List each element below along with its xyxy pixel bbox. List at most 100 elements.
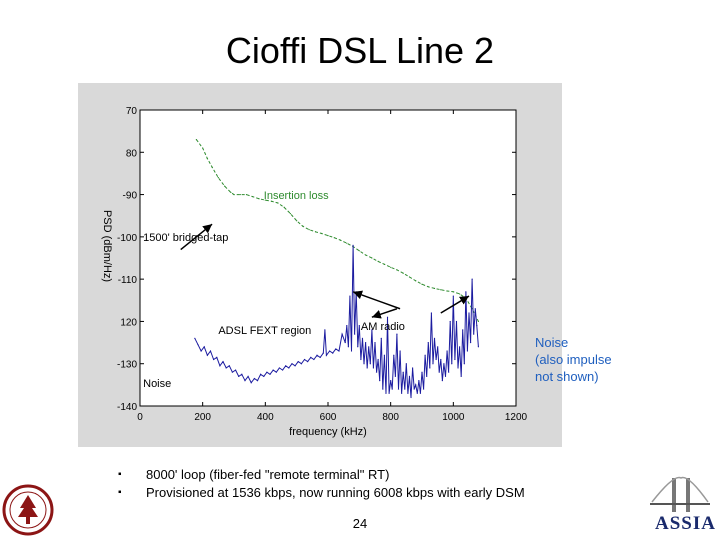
noise-point <box>272 369 274 371</box>
noise-point <box>260 373 262 375</box>
insertion-loss-point <box>211 166 213 168</box>
university-seal-logo <box>2 484 54 541</box>
insertion-loss-point <box>252 196 254 198</box>
bullet-item: ▪ 8000' loop (fiber-fed "remote terminal… <box>118 466 525 484</box>
noise-point <box>281 369 284 371</box>
noise-point <box>427 341 429 344</box>
noise-point <box>471 278 473 280</box>
noise-point <box>234 369 237 371</box>
insertion-loss-point <box>408 276 411 278</box>
noise-point <box>419 392 422 394</box>
noise-point <box>324 329 326 331</box>
insertion-loss-point <box>415 280 417 282</box>
insertion-loss-point <box>283 206 285 208</box>
noise-point <box>474 308 476 310</box>
insertion-loss-point <box>195 139 197 141</box>
noise-point <box>449 320 451 323</box>
noise-point <box>388 392 390 394</box>
noise-point <box>407 392 409 394</box>
noise-point <box>432 363 434 365</box>
noise-point <box>454 358 456 361</box>
insertion-loss-point <box>302 225 304 227</box>
noise-point <box>473 333 475 335</box>
insertion-loss-point <box>433 287 436 290</box>
noise-point <box>209 350 212 352</box>
noise-point <box>228 365 230 367</box>
assia-logo <box>650 472 710 521</box>
noise-point <box>372 367 375 369</box>
noise-point <box>379 380 381 382</box>
noise-point <box>383 354 385 356</box>
noise-point <box>360 358 362 361</box>
insertion-loss-point <box>371 257 373 259</box>
noise-point <box>408 375 411 377</box>
insertion-loss-point <box>224 185 226 187</box>
noise-point <box>435 358 437 361</box>
noise-point <box>476 325 478 327</box>
noise-point <box>399 350 401 352</box>
noise-point <box>332 352 334 354</box>
noise-point <box>422 388 425 390</box>
y-axis-label: PSD (dBm/Hz) <box>101 210 113 282</box>
insertion-loss-point <box>277 202 279 204</box>
noise-point <box>460 375 462 377</box>
insertion-loss-point <box>206 158 208 160</box>
insertion-loss-point <box>390 266 392 268</box>
noise-point <box>288 367 290 369</box>
noise-point <box>322 352 324 354</box>
noise-point <box>416 392 418 394</box>
side-note-line: Noise <box>535 335 569 350</box>
noise-point <box>443 363 445 365</box>
noise-point <box>363 363 365 365</box>
bullet-list: ▪ 8000' loop (fiber-fed "remote terminal… <box>118 466 525 502</box>
noise-line-group <box>194 244 479 399</box>
noise-point <box>394 375 396 377</box>
noise-point <box>401 392 403 394</box>
insertion-loss-point <box>440 289 442 291</box>
noise-point <box>374 341 376 344</box>
noise-point <box>415 384 417 386</box>
noise-point <box>256 380 259 382</box>
noise-point <box>386 316 389 318</box>
y-tick-label: -90 <box>123 191 138 202</box>
noise-point <box>459 346 461 348</box>
noise-point <box>241 373 243 375</box>
insertion-loss-point <box>377 260 379 262</box>
insertion-loss-point <box>258 198 260 200</box>
plot-area <box>139 109 517 407</box>
insertion-loss-point <box>358 250 360 252</box>
insertion-loss-line-group <box>195 139 479 323</box>
chart-annotation: 1500' bridged-tap <box>143 232 228 244</box>
insertion-loss-point <box>296 220 298 222</box>
bullet-item: ▪ Provisioned at 1536 kbps, now running … <box>118 484 525 502</box>
bullet-text: Provisioned at 1536 kbps, now running 60… <box>146 485 525 500</box>
noise-point <box>457 367 459 369</box>
insertion-loss-point <box>239 193 241 196</box>
noise-point <box>433 337 436 339</box>
assia-logo-text: ASSIA <box>655 513 716 534</box>
insertion-loss-point <box>383 263 385 265</box>
insertion-loss-point <box>245 193 248 196</box>
x-tick-label: 200 <box>194 412 211 423</box>
chart-annotation: ADSL FEXT region <box>218 325 311 337</box>
noise-point <box>438 371 440 373</box>
noise-point <box>377 358 379 361</box>
noise-point <box>369 363 371 365</box>
noise-point <box>366 367 368 369</box>
noise-point <box>451 363 453 365</box>
insertion-loss-point <box>314 231 317 233</box>
noise-point <box>354 333 356 335</box>
noise-point <box>410 396 412 399</box>
annotation-arrow <box>352 290 401 310</box>
noise-point <box>371 329 373 331</box>
noise-point <box>307 361 309 363</box>
noise-point <box>328 350 331 352</box>
noise-point <box>213 358 215 361</box>
chart-annotation: Noise <box>143 378 171 390</box>
noise-point <box>412 367 414 369</box>
noise-point <box>216 356 218 358</box>
noise-point <box>291 363 293 365</box>
x-tick-label: 0 <box>137 412 143 423</box>
noise-point <box>225 367 227 369</box>
noise-point <box>418 380 420 382</box>
